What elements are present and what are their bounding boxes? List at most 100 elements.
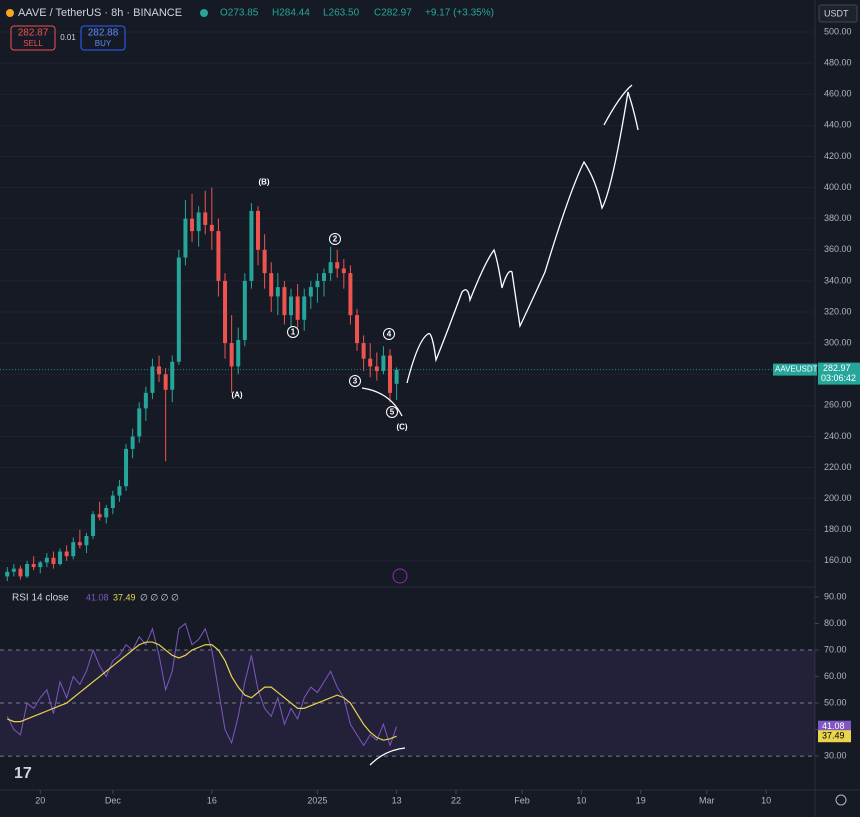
candle-body: [157, 366, 162, 375]
price-tag: AAVEUSDT: [775, 365, 818, 374]
y-tick-label: 500.00: [824, 26, 852, 36]
wave-label: 4: [387, 330, 392, 339]
y-tick-label: 220.00: [824, 462, 852, 472]
rsi-line: [7, 641, 397, 741]
spread: 0.01: [60, 33, 76, 42]
x-tick-label: Dec: [105, 795, 122, 805]
rsi-title: RSI 14 close: [12, 593, 69, 604]
wave-label: (A): [231, 391, 242, 400]
timer: 03:06:42: [821, 373, 856, 383]
ohlc-open: O273.85: [220, 8, 259, 19]
candle-body: [137, 408, 142, 437]
candle-body: [38, 562, 43, 568]
wave-curve: [361, 387, 403, 417]
x-tick-label: 10: [761, 795, 771, 805]
candle-body: [361, 343, 366, 359]
y-tick-label: 180.00: [824, 524, 852, 534]
sell-button[interactable]: [10, 25, 56, 51]
candle-body: [262, 249, 267, 274]
candle-body: [216, 231, 221, 281]
y-tick-label: 80.00: [824, 618, 847, 628]
ohlc-low: L263.50: [323, 8, 360, 19]
candle-body: [368, 358, 373, 367]
candle-body: [44, 557, 49, 563]
y-tick-label: 300.00: [824, 337, 852, 347]
candle-body: [64, 551, 69, 557]
wave-circle: [386, 406, 398, 418]
candle-body: [97, 514, 102, 518]
candle-body: [25, 563, 30, 577]
candle-body: [58, 551, 63, 564]
rsi-line: [6, 622, 398, 748]
buy-label: BUY: [95, 39, 112, 48]
wave-circle: [383, 328, 395, 340]
candle-body: [242, 280, 247, 341]
wave-label: 2: [333, 235, 338, 244]
ohlc-change: +9.17 (+3.35%): [425, 8, 494, 19]
y-tick-label: 30.00: [824, 750, 847, 760]
candle-body: [275, 287, 280, 297]
x-tick-label: 13: [392, 795, 402, 805]
x-tick-label: Feb: [514, 795, 530, 805]
y-tick-label: 320.00: [824, 306, 852, 316]
candle-body: [229, 343, 234, 367]
candle-body: [104, 507, 109, 518]
rsi-curve: [369, 747, 406, 766]
candle-body: [117, 486, 122, 496]
x-tick-label: 20: [35, 795, 45, 805]
y-tick-label: 400.00: [824, 182, 852, 192]
x-tick-label: 10: [576, 795, 586, 805]
candle-body: [322, 273, 327, 281]
y-tick-label: 460.00: [824, 89, 852, 99]
candle-body: [71, 542, 76, 557]
y-tick-label: 440.00: [824, 120, 852, 130]
candle-body: [249, 210, 254, 281]
price-box: [818, 362, 860, 385]
rsi-extra: ∅ ∅ ∅ ∅: [140, 592, 179, 602]
candle-body: [355, 315, 360, 344]
candle-body: [51, 557, 56, 564]
symbol-icon: [6, 9, 14, 17]
buy-button[interactable]: [80, 25, 126, 51]
y-tick-label: 50.00: [824, 697, 847, 707]
candle-body: [209, 224, 214, 232]
settings-icon[interactable]: [835, 794, 847, 806]
wave-label: 1: [291, 328, 296, 337]
candle-body: [381, 355, 386, 372]
candle-body: [150, 366, 155, 393]
candle-body: [223, 280, 228, 344]
last-price: 282.97: [823, 363, 851, 373]
wave-label: 3: [353, 377, 358, 386]
currency-button[interactable]: [818, 4, 858, 23]
y-tick-label: 260.00: [824, 400, 852, 410]
y-tick-label: 360.00: [824, 244, 852, 254]
candle-body: [11, 568, 16, 572]
candle-body: [190, 218, 195, 232]
rsi-band: [0, 650, 815, 757]
candle-body: [18, 568, 23, 577]
ohlc-high: H284.44: [272, 8, 310, 19]
wave-circle: [329, 233, 341, 245]
candle-body: [269, 273, 274, 297]
ohlc-close: C282.97: [374, 8, 412, 19]
y-tick-label: 200.00: [824, 493, 852, 503]
sell-label: SELL: [23, 39, 43, 48]
candle-body: [176, 257, 181, 362]
candle-body: [5, 571, 10, 577]
candle-body: [341, 268, 346, 274]
tv-logo: 17: [14, 765, 32, 782]
candle-body: [282, 287, 287, 316]
y-tick-label: 70.00: [824, 644, 847, 654]
value-box: [818, 730, 851, 743]
candle-body: [348, 273, 353, 316]
candle-body: [203, 212, 208, 225]
x-tick-label: 16: [207, 795, 217, 805]
y-tick-label: 420.00: [824, 151, 852, 161]
candle-body: [196, 212, 201, 232]
candle-body: [236, 340, 241, 367]
candle-body: [394, 369, 399, 384]
value-box: [818, 720, 851, 733]
candle-body: [143, 392, 148, 409]
candle-body: [84, 535, 89, 546]
candle-body: [110, 495, 115, 508]
